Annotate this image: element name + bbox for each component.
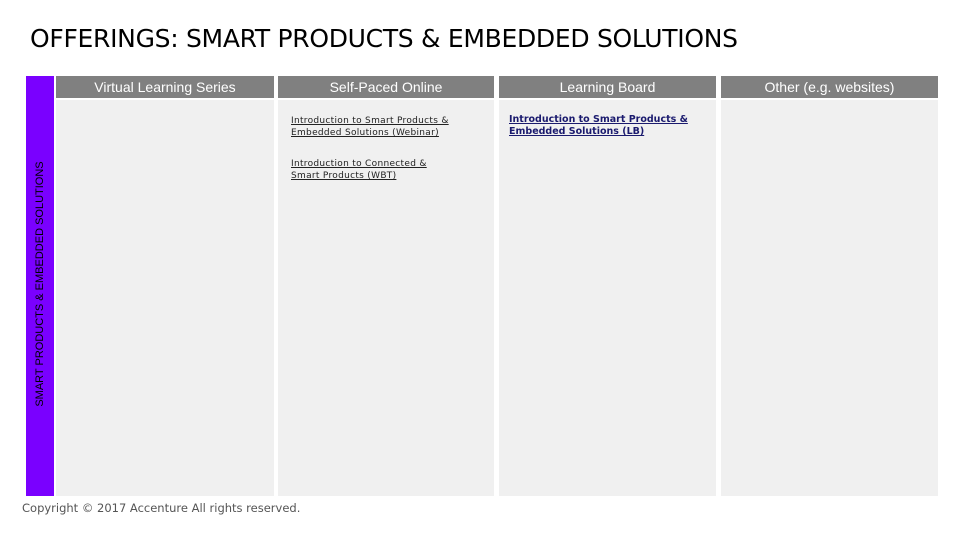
link-line: Introduction to Smart Products &: [291, 116, 449, 126]
cell-learning-board: [499, 100, 716, 496]
link-line: Embedded Solutions (LB): [509, 126, 645, 137]
link-line: Smart Products (WBT): [291, 171, 397, 181]
column-header-self-paced-online: Self-Paced Online: [278, 76, 494, 98]
cell-self-paced-online: [278, 100, 494, 496]
column-header-virtual-learning-series: Virtual Learning Series: [56, 76, 274, 98]
link-intro-smart-products-lb[interactable]: Introduction to Smart Products & Embedde…: [509, 114, 688, 138]
cell-virtual-learning-series: [56, 100, 274, 496]
link-line: Embedded Solutions (Webinar): [291, 128, 439, 138]
page-title: OFFERINGS: SMART PRODUCTS & EMBEDDED SOL…: [30, 24, 738, 53]
link-intro-connected-smart-products-wbt[interactable]: Introduction to Connected & Smart Produc…: [291, 158, 427, 182]
column-header-learning-board: Learning Board: [499, 76, 716, 98]
link-intro-smart-products-webinar[interactable]: Introduction to Smart Products & Embedde…: [291, 115, 449, 139]
row-label-bar: [26, 76, 54, 496]
copyright-notice: Copyright © 2017 Accenture All rights re…: [22, 501, 301, 515]
row-label: SMART PRODUCTS & EMBEDDED SOLUTIONS: [34, 161, 46, 407]
link-line: Introduction to Smart Products &: [509, 114, 688, 125]
link-line: Introduction to Connected &: [291, 159, 427, 169]
column-header-other: Other (e.g. websites): [721, 76, 938, 98]
cell-other: [721, 100, 938, 496]
